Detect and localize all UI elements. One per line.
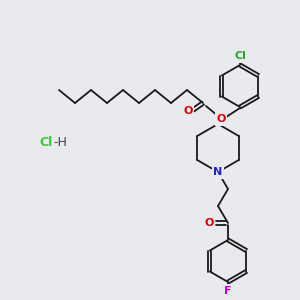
Text: O: O	[204, 218, 214, 228]
Text: -H: -H	[53, 136, 67, 148]
Text: Cl: Cl	[39, 136, 52, 148]
Text: N: N	[213, 167, 223, 177]
Text: O: O	[216, 114, 226, 124]
Text: F: F	[224, 286, 232, 296]
Text: Cl: Cl	[234, 51, 246, 61]
Text: O: O	[183, 106, 193, 116]
